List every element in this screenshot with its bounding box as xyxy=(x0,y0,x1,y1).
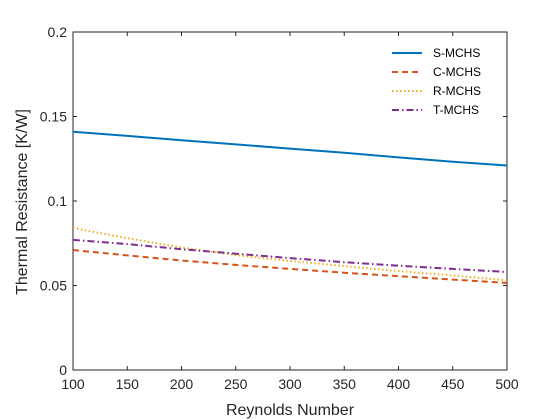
x-tick-label: 150 xyxy=(116,376,140,392)
y-tick-label: 0.1 xyxy=(48,193,68,209)
x-tick-label: 300 xyxy=(278,376,302,392)
y-tick-label: 0.05 xyxy=(40,278,67,294)
x-axis-label: Reynolds Number xyxy=(226,402,355,419)
plot-box xyxy=(72,31,508,371)
x-tick-label: 100 xyxy=(61,376,85,392)
x-tick-label: 200 xyxy=(170,376,194,392)
y-tick-label: 0.2 xyxy=(48,24,68,40)
x-tick-label: 350 xyxy=(333,376,357,392)
tick-layer: 100 150 200 250 300 350 400 450 500 0 0.05 0.1 0.15 0… xyxy=(40,24,519,392)
series-line-s-mchs xyxy=(72,130,508,167)
y-tick-label: 0 xyxy=(59,362,67,378)
y-axis-label: Thermal Resistance [K/W] xyxy=(14,109,31,295)
x-tick-label: 400 xyxy=(387,376,411,392)
axes-frame xyxy=(72,31,508,371)
x-tick-label: 250 xyxy=(224,376,248,392)
y-tick-label: 0.15 xyxy=(40,109,67,125)
series-line-r-mchs xyxy=(72,227,508,282)
legend-label: R-MCHS xyxy=(433,84,481,98)
legend: S-MCHS C-MCHS R-MCHS T-MCHS xyxy=(392,46,481,117)
x-tick-label: 450 xyxy=(441,376,465,392)
x-tick-label: 500 xyxy=(495,376,519,392)
legend-label: C-MCHS xyxy=(433,65,481,79)
legend-label: S-MCHS xyxy=(433,46,480,60)
legend-label: T-MCHS xyxy=(433,103,479,117)
series-line-t-mchs xyxy=(72,238,508,273)
series-line-c-mchs xyxy=(72,249,508,284)
series-layer xyxy=(72,130,508,284)
